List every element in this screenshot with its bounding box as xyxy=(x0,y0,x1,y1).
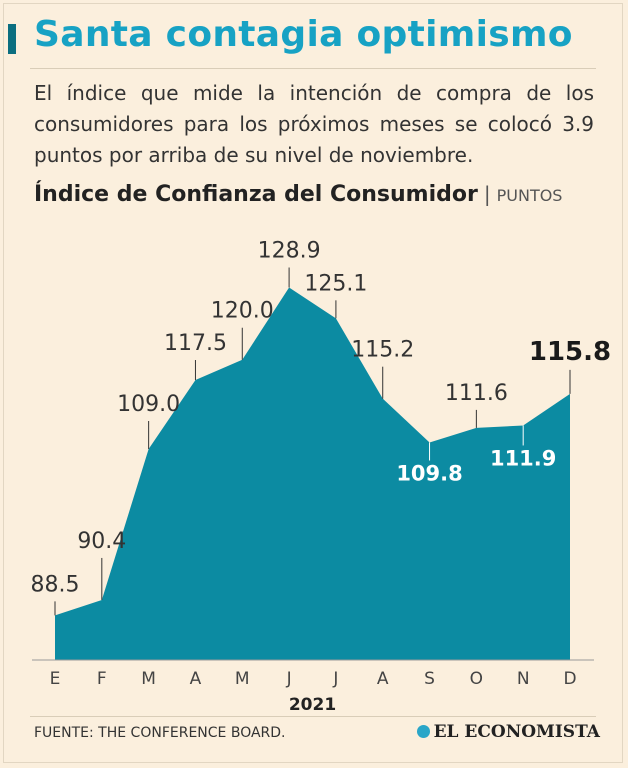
value-label: 109.0 xyxy=(117,392,180,417)
value-label: 120.0 xyxy=(211,299,274,324)
rule xyxy=(30,716,596,717)
x-tick-label: J xyxy=(286,669,292,689)
x-tick-label: J xyxy=(332,669,338,689)
chart: 88.5 E 90.4 F 109.0 M 117.5 A 120.0 M 128.9 J 125.1 J… xyxy=(31,239,612,715)
separator: | xyxy=(483,182,491,206)
value-label: 128.9 xyxy=(258,239,321,264)
x-tick-label: N xyxy=(517,669,530,689)
brand: EL ECONOMISTA xyxy=(416,722,600,742)
chart-heading: Índice de Confianza del Consumidor | PUNTO… xyxy=(34,182,562,207)
title-bar xyxy=(8,24,16,54)
value-label: 117.5 xyxy=(164,331,227,356)
value-label: 111.6 xyxy=(445,381,508,406)
value-label: 115.8 xyxy=(529,337,611,367)
area xyxy=(55,287,570,660)
value-label: 111.9 xyxy=(490,446,556,470)
x-tick-label: M xyxy=(235,669,250,689)
x-tick-label: F xyxy=(97,669,107,689)
x-tick-label: A xyxy=(377,669,389,689)
x-tick-label: D xyxy=(563,669,576,689)
value-label: 115.2 xyxy=(351,338,414,363)
x-tick-label: M xyxy=(141,669,156,689)
rule xyxy=(30,68,596,69)
x-tick-label: A xyxy=(190,669,202,689)
value-label: 88.5 xyxy=(31,572,80,597)
title: Santa contagia optimismo xyxy=(34,14,573,55)
brand-logo xyxy=(416,725,430,738)
source: FUENTE: THE CONFERENCE BOARD. xyxy=(34,725,286,741)
brand-name: EL ECONOMISTA xyxy=(433,722,600,742)
x-tick-label: E xyxy=(50,669,61,689)
frame xyxy=(3,3,623,763)
value-label: 125.1 xyxy=(304,271,367,296)
x-axis-label: 2021 xyxy=(289,695,336,715)
subtitle: El índice que mide la intención de compr… xyxy=(34,81,594,167)
value-label: 90.4 xyxy=(77,529,126,554)
x-tick-label: O xyxy=(470,669,483,689)
unit: PUNTOS xyxy=(496,186,563,205)
x-tick-label: S xyxy=(424,669,435,689)
chart-title: Índice de Confianza del Consumidor xyxy=(34,182,478,207)
value-label: 109.8 xyxy=(396,462,462,486)
